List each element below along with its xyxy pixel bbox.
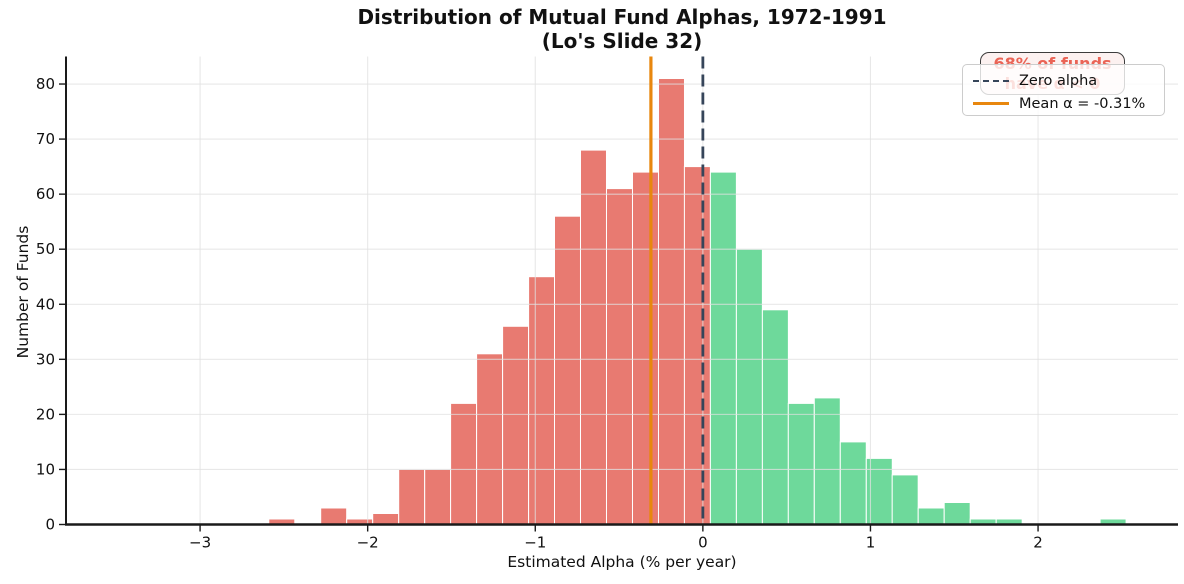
histogram-bar	[606, 188, 633, 525]
histogram-bar	[787, 402, 815, 525]
histogram-bar	[580, 149, 607, 525]
mean-alpha-line-sample	[973, 102, 1009, 105]
histogram-bar	[372, 513, 400, 525]
histogram-bar	[424, 468, 452, 525]
chart-title: Distribution of Mutual Fund Alphas, 1972…	[357, 5, 887, 29]
legend-label-mean-alpha: Mean α = -0.31%	[1019, 95, 1146, 112]
histogram-bar	[398, 468, 426, 525]
x-tick-label: −1	[524, 534, 546, 552]
zero-alpha-dashed-line-sample	[973, 79, 1009, 82]
histogram-bar	[502, 325, 530, 525]
x-tick-label: 2	[1033, 534, 1043, 552]
histogram-bar	[632, 171, 659, 525]
histogram-bar	[943, 502, 971, 525]
x-tick-label: 1	[866, 534, 876, 552]
histogram-bar	[839, 441, 867, 525]
histogram-bar	[813, 397, 841, 525]
x-axis-label: Estimated Alpha (% per year)	[507, 553, 737, 571]
legend-label-zero-alpha: Zero alpha	[1019, 72, 1098, 89]
legend: Zero alpha Mean α = -0.31%	[962, 64, 1165, 116]
histogram-bar	[450, 402, 478, 525]
legend-item-zero-alpha: Zero alpha	[973, 70, 1164, 91]
histogram-bar	[658, 78, 685, 525]
y-tick-label: 0	[45, 516, 55, 534]
chart-subtitle: (Lo's Slide 32)	[541, 29, 703, 53]
histogram-bar	[476, 353, 504, 525]
y-tick-label: 60	[36, 185, 55, 203]
histogram-bar	[320, 507, 348, 525]
x-tick-label: −2	[357, 534, 379, 552]
histogram-bar	[683, 166, 711, 525]
histogram-bar	[735, 248, 763, 525]
histogram-bar	[709, 171, 737, 525]
y-tick-label: 70	[36, 130, 55, 148]
y-tick-label: 80	[36, 75, 55, 93]
chart-title-block: Distribution of Mutual Fund Alphas, 1972…	[66, 5, 1178, 53]
y-tick-label: 20	[36, 405, 55, 423]
y-axis-label: Number of Funds	[14, 225, 32, 359]
x-tick-label: −3	[189, 534, 211, 552]
histogram-bar	[761, 309, 789, 525]
y-tick-label: 50	[36, 240, 55, 258]
y-tick-label: 30	[36, 350, 55, 368]
histogram-bar	[554, 215, 581, 525]
histogram-bar	[917, 507, 945, 525]
histogram-bar	[891, 474, 919, 525]
legend-item-mean-alpha: Mean α = -0.31%	[973, 93, 1164, 114]
y-tick-label: 10	[36, 460, 55, 478]
y-tick-label: 40	[36, 295, 55, 313]
x-tick-label: 0	[698, 534, 708, 552]
histogram-bar	[528, 276, 556, 526]
